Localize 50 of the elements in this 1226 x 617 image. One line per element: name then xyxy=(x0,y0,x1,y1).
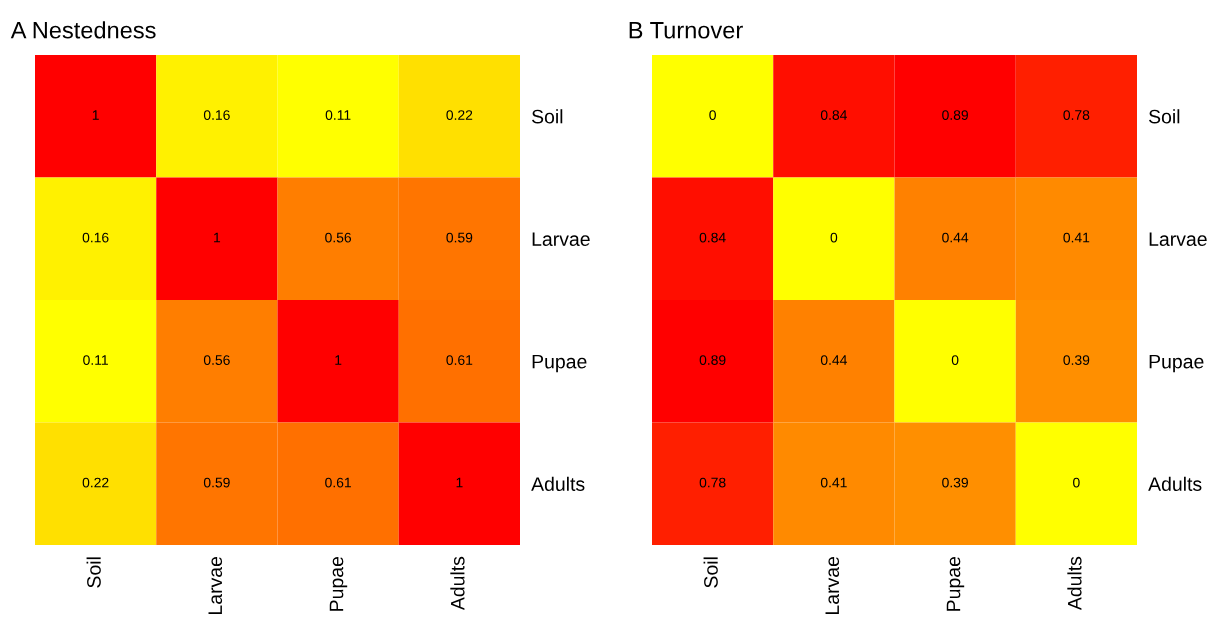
data-label: 0.22 xyxy=(446,110,473,120)
x-tick-label: Adults xyxy=(450,556,465,611)
data-label: 0 xyxy=(1073,477,1080,488)
data-label: 0.44 xyxy=(820,355,847,365)
data-label: 0.41 xyxy=(820,477,847,488)
data-label: 0.44 xyxy=(942,232,969,243)
data-label: 0 xyxy=(709,110,716,120)
data-label: 0.39 xyxy=(1063,355,1090,365)
y-tick-label: Soil xyxy=(1149,109,1180,124)
data-label: 0 xyxy=(830,232,838,243)
data-label: 0.16 xyxy=(82,232,109,243)
y-tick-label: Pupae xyxy=(532,354,587,373)
data-label: 0.78 xyxy=(699,477,726,488)
y-tick-label: Pupae xyxy=(1149,354,1204,373)
data-label: 0.61 xyxy=(446,355,473,365)
y-tick-label: Larvae xyxy=(532,232,590,246)
x-tick-label: Soil xyxy=(86,557,101,588)
y-tick-label: Adults xyxy=(531,476,585,491)
data-label: 1 xyxy=(92,110,99,120)
data-label: 0.11 xyxy=(325,110,351,120)
data-label: 0.89 xyxy=(699,355,726,365)
data-label: 0.61 xyxy=(325,477,351,488)
y-tick-label: Larvae xyxy=(1149,232,1207,246)
data-label: 1 xyxy=(456,477,463,488)
data-label: 0.59 xyxy=(203,477,230,488)
y-tick-label: Soil xyxy=(532,109,563,124)
data-label: 0.41 xyxy=(1063,232,1090,243)
y-tick-label: Adults xyxy=(1148,476,1202,491)
data-label: 0.78 xyxy=(1063,110,1090,120)
data-label: 0.56 xyxy=(325,232,352,243)
data-label: 0 xyxy=(951,355,959,365)
x-tick-label: Pupae xyxy=(329,556,348,611)
data-label: 0.59 xyxy=(446,232,473,243)
x-tick-label: Larvae xyxy=(208,556,223,614)
data-label: 0.16 xyxy=(203,110,230,120)
x-tick-label: Larvae xyxy=(825,556,840,614)
chart-title: B Turnover xyxy=(629,22,743,39)
data-label: 0.39 xyxy=(942,477,968,488)
data-label: 1 xyxy=(214,232,221,243)
x-tick-label: Soil xyxy=(703,557,718,588)
data-label: 0.84 xyxy=(699,232,726,243)
data-label: 0.11 xyxy=(83,355,108,365)
data-label: 0.22 xyxy=(82,477,109,488)
chart-title: A Nestedness xyxy=(10,21,156,39)
x-tick-label: Pupae xyxy=(946,556,965,611)
data-label: 0.84 xyxy=(820,110,847,120)
data-label: 0.56 xyxy=(203,355,230,365)
x-tick-label: Adults xyxy=(1067,556,1082,611)
data-label: 1 xyxy=(335,355,342,365)
data-label: 0.89 xyxy=(942,110,968,120)
